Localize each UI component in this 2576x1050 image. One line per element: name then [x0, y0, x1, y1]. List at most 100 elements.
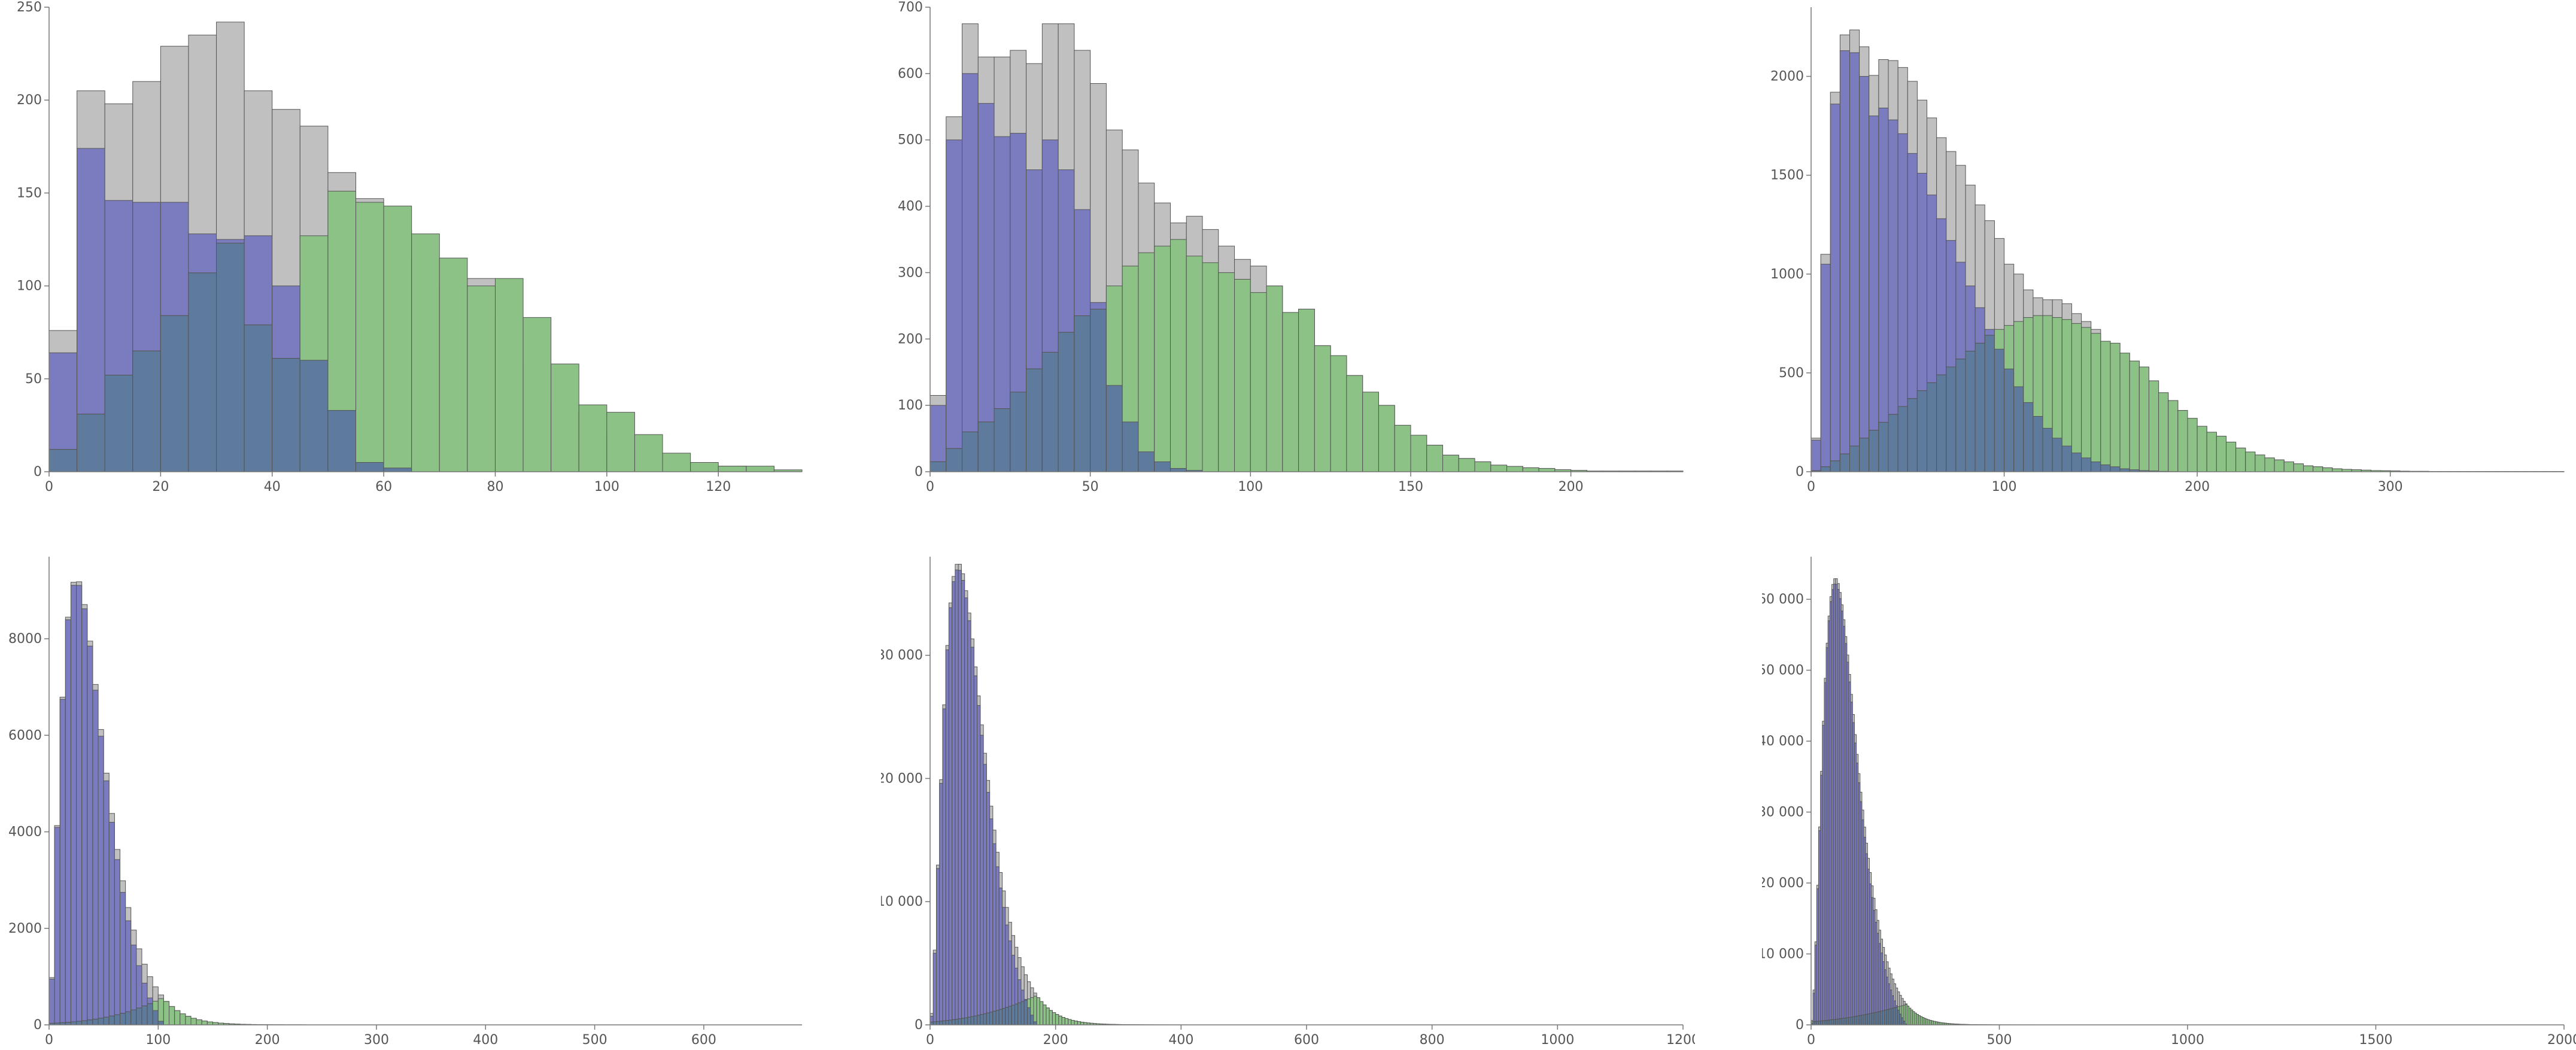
bar-green — [1442, 454, 1459, 472]
bar-blue — [952, 581, 956, 1025]
x-tick-label: 0 — [1807, 480, 1815, 494]
bar-green — [2119, 353, 2130, 472]
bar-overlap — [1984, 335, 1995, 472]
x-tick-label: 100 — [594, 480, 619, 494]
bar-overlap — [103, 1016, 110, 1025]
bar-overlap — [81, 1020, 88, 1025]
bar-overlap — [948, 1019, 953, 1025]
bar-overlap — [2052, 438, 2062, 472]
bar-overlap — [1955, 359, 1966, 472]
bar-green — [2148, 380, 2159, 472]
bar-overlap — [2081, 457, 2092, 472]
bar-blue — [59, 699, 66, 1025]
bar-blue — [125, 920, 132, 1025]
bar-green — [2177, 410, 2188, 472]
bar-green — [1033, 996, 1037, 1025]
bar-overlap — [1859, 438, 1870, 472]
x-tick-label: 2000 — [2547, 1033, 2576, 1048]
bar-green — [169, 1006, 175, 1025]
bar-green — [1298, 308, 1315, 472]
bar-green — [1490, 465, 1508, 472]
y-tick-label: 400 — [898, 199, 923, 214]
bar-green — [2245, 451, 2256, 472]
bar-overlap — [1011, 1005, 1016, 1025]
x-tick-label: 150 — [1398, 480, 1423, 494]
bar-blue — [48, 978, 55, 1025]
bar-green — [196, 1019, 202, 1025]
x-tick-label: 120 — [706, 480, 731, 494]
bar-green — [1394, 424, 1411, 472]
bar-overlap — [970, 1016, 974, 1025]
bar-blue — [964, 597, 968, 1025]
y-tick-label: 500 — [1779, 366, 1804, 381]
y-tick-label: 10 000 — [1762, 947, 1804, 962]
bar-overlap — [994, 408, 1011, 472]
bar-green — [1314, 345, 1331, 472]
bar-green — [578, 404, 607, 472]
bar-overlap — [1005, 1007, 1009, 1025]
y-tick-label: 2000 — [8, 921, 42, 936]
bar-green — [1474, 461, 1491, 472]
bar-overlap — [299, 360, 329, 472]
bar-green — [2206, 432, 2217, 472]
x-tick-label: 600 — [691, 1033, 716, 1048]
bar-overlap — [98, 1018, 104, 1025]
y-tick-label: 20 000 — [1762, 876, 1804, 891]
bars — [1811, 578, 2034, 1025]
bar-green — [2313, 466, 2323, 472]
bar-overlap — [2091, 461, 2101, 472]
bar-overlap — [962, 431, 979, 472]
bar-blue — [992, 843, 997, 1025]
y-tick-label: 700 — [898, 0, 923, 15]
bar-overlap — [980, 1014, 984, 1025]
bar-overlap — [1014, 1003, 1019, 1025]
bar-overlap — [2042, 427, 2053, 472]
bar-green — [1186, 256, 1203, 472]
bar-overlap — [327, 410, 357, 472]
bar-green — [1282, 312, 1299, 472]
y-tick-label: 50 — [25, 372, 42, 387]
bar-overlap — [48, 449, 78, 472]
bar-green — [1250, 292, 1267, 472]
bar-overlap — [1008, 1006, 1012, 1025]
histogram-1: 0 20 40 60 80 100 120 0 50 100 150 200 250 — [17, 0, 803, 494]
histogram-3: 0 100 200 300 0 500 1000 1500 2000 — [1770, 7, 2565, 494]
bar-overlap — [1041, 351, 1059, 472]
bar-overlap — [130, 1009, 137, 1025]
bar-overlap — [1169, 468, 1187, 472]
y-tick-label: 250 — [17, 0, 42, 15]
x-tick-label: 100 — [1992, 480, 2017, 494]
bar-green — [1426, 445, 1444, 472]
bar-overlap — [1869, 430, 1879, 472]
bar-blue — [76, 585, 83, 1025]
x-tick-label: 500 — [1987, 1033, 2012, 1048]
bar-blue — [945, 650, 949, 1025]
bar-overlap — [1946, 366, 1957, 472]
bar-overlap — [152, 1010, 159, 1025]
y-tick-label: 500 — [898, 133, 923, 148]
bar-green — [2274, 459, 2285, 472]
bar-blue — [998, 887, 1003, 1025]
x-tick-label: 0 — [45, 480, 53, 494]
bar-overlap — [125, 1011, 132, 1025]
bar-overlap — [964, 1017, 968, 1025]
bar-green — [1330, 355, 1347, 472]
x-tick-label: 0 — [45, 1033, 53, 1048]
bar-blue — [65, 619, 71, 1025]
y-tick-label: 40 000 — [1762, 734, 1804, 749]
bar-overlap — [939, 1021, 943, 1025]
bar-overlap — [1138, 451, 1155, 472]
bar-green — [606, 412, 635, 472]
bar-blue — [929, 405, 947, 472]
bar-overlap — [136, 1007, 142, 1025]
bar-green — [2216, 436, 2227, 472]
bar-overlap — [1033, 1021, 1037, 1025]
bar-overlap — [1058, 332, 1075, 472]
bar-green — [1362, 392, 1379, 472]
bar-overlap — [952, 1019, 956, 1025]
bar-overlap — [942, 1020, 946, 1025]
axes: 0 50 100 150 200 0 100 200 300 400 500 600 700 — [898, 0, 1683, 494]
bars — [48, 22, 803, 472]
bar-green — [2187, 418, 2198, 472]
